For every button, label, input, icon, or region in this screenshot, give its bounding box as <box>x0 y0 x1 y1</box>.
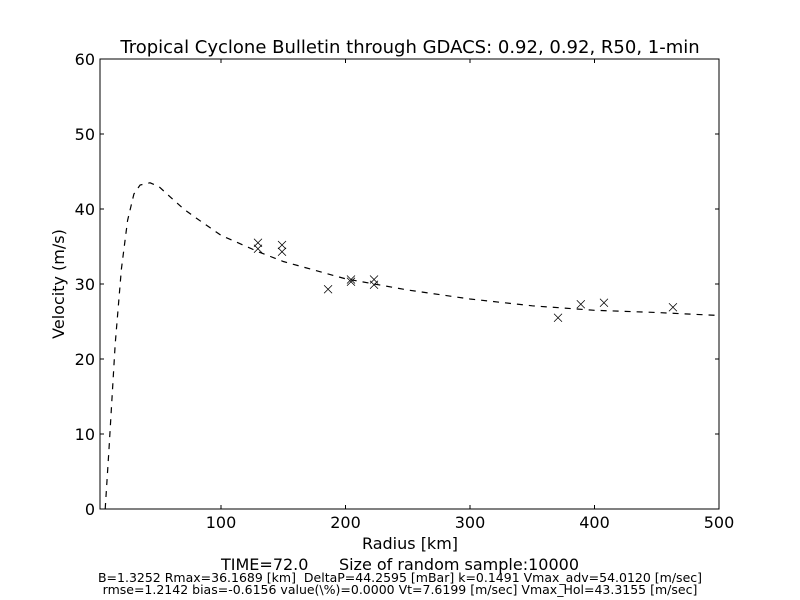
observation-marker <box>599 298 609 308</box>
y-tick-label: 10 <box>75 425 95 444</box>
observation-marker <box>253 238 263 248</box>
annotation-stats: rmse=1.2142 bias=-0.6156 value(\%)=0.000… <box>103 582 698 597</box>
observation-marker <box>277 247 287 257</box>
observation-marker <box>323 284 333 294</box>
observation-marker <box>668 302 678 312</box>
axis-ticks: 100 200 300 400 500 0 10 20 30 40 50 60 <box>75 50 735 532</box>
y-tick-label: 0 <box>85 500 95 519</box>
x-tick-label: 400 <box>579 513 610 532</box>
x-tick-label: 300 <box>455 513 486 532</box>
x-tick-label: 500 <box>704 513 735 532</box>
y-tick-label: 40 <box>75 200 95 219</box>
y-tick-label: 60 <box>75 50 95 69</box>
y-tick-label: 20 <box>75 350 95 369</box>
observation-marker <box>346 277 356 287</box>
annotation-time: TIME=72.0 Size of random sample:10000 <box>220 555 579 574</box>
observation-marker <box>369 280 379 290</box>
x-tick-label: 200 <box>330 513 361 532</box>
series-line-model-profile <box>104 182 719 509</box>
observation-marker <box>253 244 263 254</box>
chart-title: Tropical Cyclone Bulletin through GDACS:… <box>119 37 699 58</box>
observation-marker <box>346 275 356 284</box>
observation-marker <box>553 313 563 323</box>
y-tick-label: 30 <box>75 275 95 294</box>
annotation-params: B=1.3252 Rmax=36.1689 [km] DeltaP=44.259… <box>98 570 702 585</box>
x-axis-label: Radius [km] <box>362 534 458 553</box>
y-tick-label: 50 <box>75 125 95 144</box>
observation-marker <box>277 240 287 250</box>
plot-area <box>104 182 719 509</box>
y-axis-label: Velocity (m/s) <box>49 229 68 339</box>
axes-frame <box>99 58 720 510</box>
x-tick-label: 100 <box>206 513 237 532</box>
observation-marker <box>576 299 586 309</box>
